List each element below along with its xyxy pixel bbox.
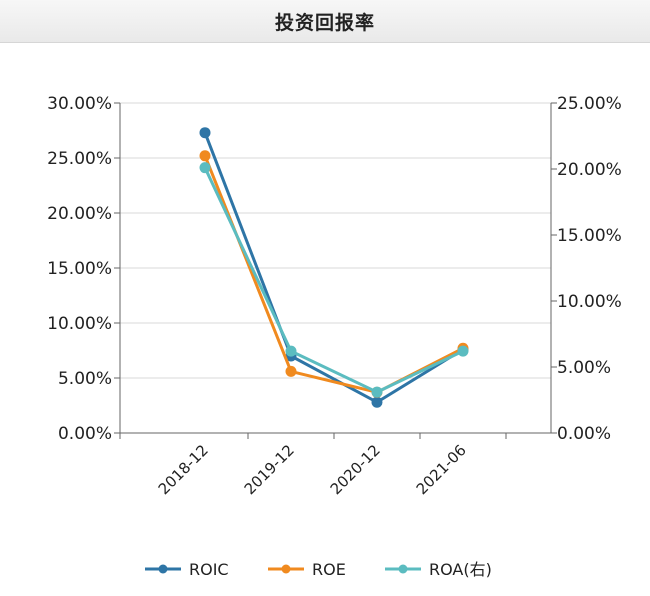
x-tick-label: 2018-12 — [155, 441, 212, 498]
y-left-tick-label: 20.00% — [47, 204, 112, 224]
legend-label: ROE — [312, 560, 346, 579]
legend-label: ROA(右) — [429, 560, 492, 579]
y-left-tick-label: 30.00% — [47, 94, 112, 114]
series-line-roe — [203, 155, 464, 394]
series-line-roic — [203, 132, 464, 404]
y-right-tick-label: 25.00% — [557, 94, 622, 114]
legend-marker — [281, 564, 291, 574]
chart-title-bar: 投资回报率 — [0, 0, 650, 43]
legend-marker — [398, 564, 408, 574]
y-right-tick-label: 20.00% — [557, 160, 622, 180]
x-tick-label: 2020-12 — [327, 441, 384, 498]
data-point — [199, 150, 211, 162]
data-point — [199, 162, 211, 174]
y-right-tick-label: 15.00% — [557, 226, 622, 246]
y-left-tick-label: 0.00% — [58, 424, 112, 444]
y-left-tick-label: 15.00% — [47, 259, 112, 279]
legend-marker — [158, 564, 168, 574]
x-tick-label: 2021-06 — [413, 441, 470, 498]
data-point — [371, 396, 383, 408]
data-point — [285, 365, 297, 377]
legend-label: ROIC — [189, 560, 229, 579]
y-left-tick-label: 10.00% — [47, 314, 112, 334]
y-right-tick-label: 5.00% — [557, 358, 611, 378]
x-tick-label: 2019-12 — [241, 441, 298, 498]
data-point — [457, 345, 469, 357]
y-left-tick-label: 25.00% — [47, 149, 112, 169]
series-line-roa — [203, 167, 464, 394]
chart-title: 投资回报率 — [274, 11, 375, 34]
y-right-tick-label: 0.00% — [557, 424, 611, 444]
data-point — [199, 127, 211, 139]
data-point — [371, 386, 383, 398]
data-point — [285, 345, 297, 357]
y-right-tick-label: 10.00% — [557, 292, 622, 312]
y-left-tick-label: 5.00% — [58, 369, 112, 389]
